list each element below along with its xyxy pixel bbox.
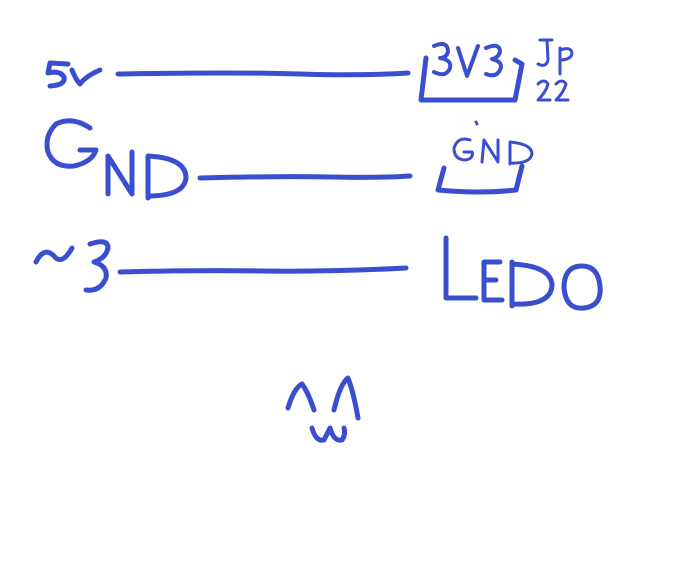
label-3v3-boxed: 3V3 — [418, 42, 525, 103]
connection-row-1: 5V 3V3 JP 22 — [45, 38, 574, 103]
doodle-face: ^w^ — [285, 375, 361, 443]
wire-pin3-to-led0 — [117, 265, 409, 275]
wire-gnd-to-gnd — [197, 173, 413, 181]
label-5v: 5V — [45, 60, 103, 89]
label-tilde-3: ~3 — [33, 239, 111, 293]
label-gnd-left: GND — [44, 118, 189, 201]
wire-5v-to-3v3 — [115, 70, 411, 78]
label-gnd-boxed: GND — [435, 120, 534, 195]
connection-row-2: GND GND — [44, 118, 534, 201]
label-jp22: JP 22 — [536, 38, 574, 102]
label-led0: LED0 — [443, 235, 603, 311]
connection-row-3: ~3 LED0 — [33, 235, 603, 311]
